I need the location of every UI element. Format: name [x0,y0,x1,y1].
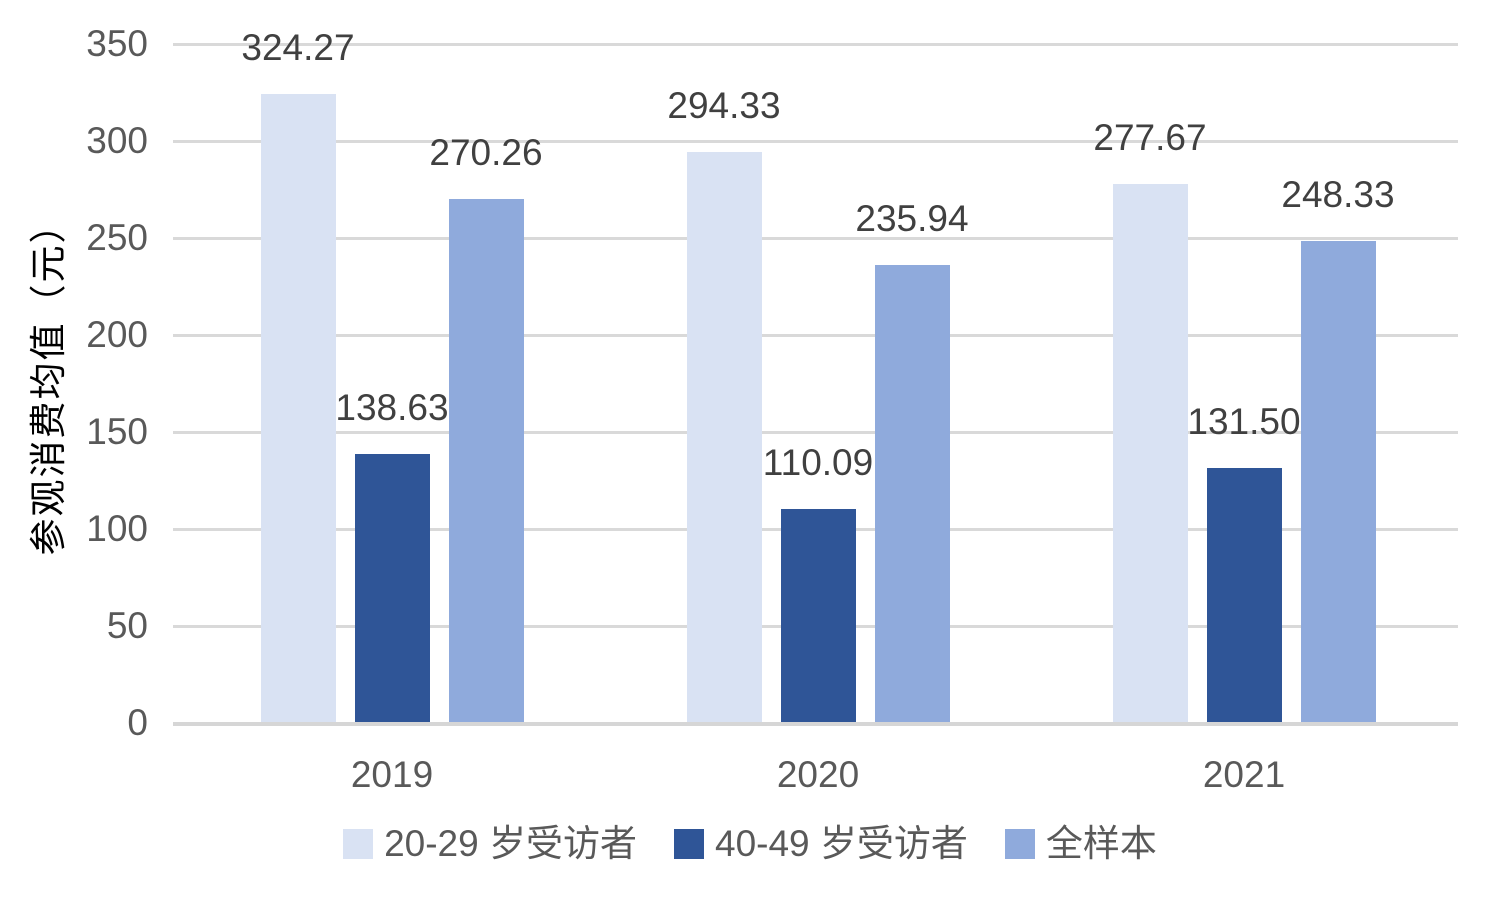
x-axis-line [173,722,1458,726]
legend-label: 20-29 岁受访者 [384,823,637,864]
legend-label: 40-49 岁受访者 [715,823,968,864]
legend: 20-29 岁受访者 40-49 岁受访者 全样本 [0,822,1500,866]
bar-2019-series-2 [448,199,524,723]
legend-item: 40-49 岁受访者 [674,822,968,866]
data-label: 235.94 [855,198,969,239]
y-axis-tick-label: 300 [86,120,148,161]
legend-swatch-icon [674,829,704,859]
bar-2020-series-1 [780,509,856,723]
data-label: 270.26 [429,132,543,173]
bar-2019-series-1 [354,454,430,723]
y-axis-tick-label: 150 [86,411,148,452]
bar-2021-series-0 [1112,184,1188,723]
data-label: 248.33 [1281,174,1395,215]
x-axis-category-label: 2021 [1202,754,1286,795]
legend-item: 全样本 [1004,822,1157,866]
bar-2020-series-0 [686,152,762,723]
y-axis-tick-label: 200 [86,314,148,355]
y-axis-tick-label: 100 [86,508,148,549]
data-label: 110.09 [762,442,874,483]
gridline [173,334,1458,337]
gridline [173,431,1458,434]
legend-swatch-icon [343,829,374,859]
data-label: 324.27 [241,27,355,68]
gridline [173,237,1458,240]
gridline [173,43,1458,46]
x-axis-category-label: 2019 [350,754,434,795]
y-axis-tick-label: 50 [106,605,148,646]
bar-2021-series-1 [1206,468,1282,723]
data-label: 131.50 [1187,401,1301,442]
y-axis-tick-label: 250 [86,217,148,258]
y-axis-tick-label: 350 [86,23,148,64]
y-axis-tick-label: 0 [127,702,148,743]
data-label: 138.63 [335,387,449,428]
data-label: 277.67 [1093,117,1207,158]
legend-swatch-icon [1004,829,1035,859]
legend-label: 全样本 [1045,823,1157,864]
x-axis-category-label: 2020 [776,754,860,795]
legend-item: 20-29 岁受访者 [343,822,637,866]
gridline [173,140,1458,143]
bar-2019-series-0 [260,94,336,723]
data-label: 294.33 [667,85,781,126]
bar-2020-series-2 [874,265,950,723]
bar-2021-series-2 [1300,241,1376,723]
